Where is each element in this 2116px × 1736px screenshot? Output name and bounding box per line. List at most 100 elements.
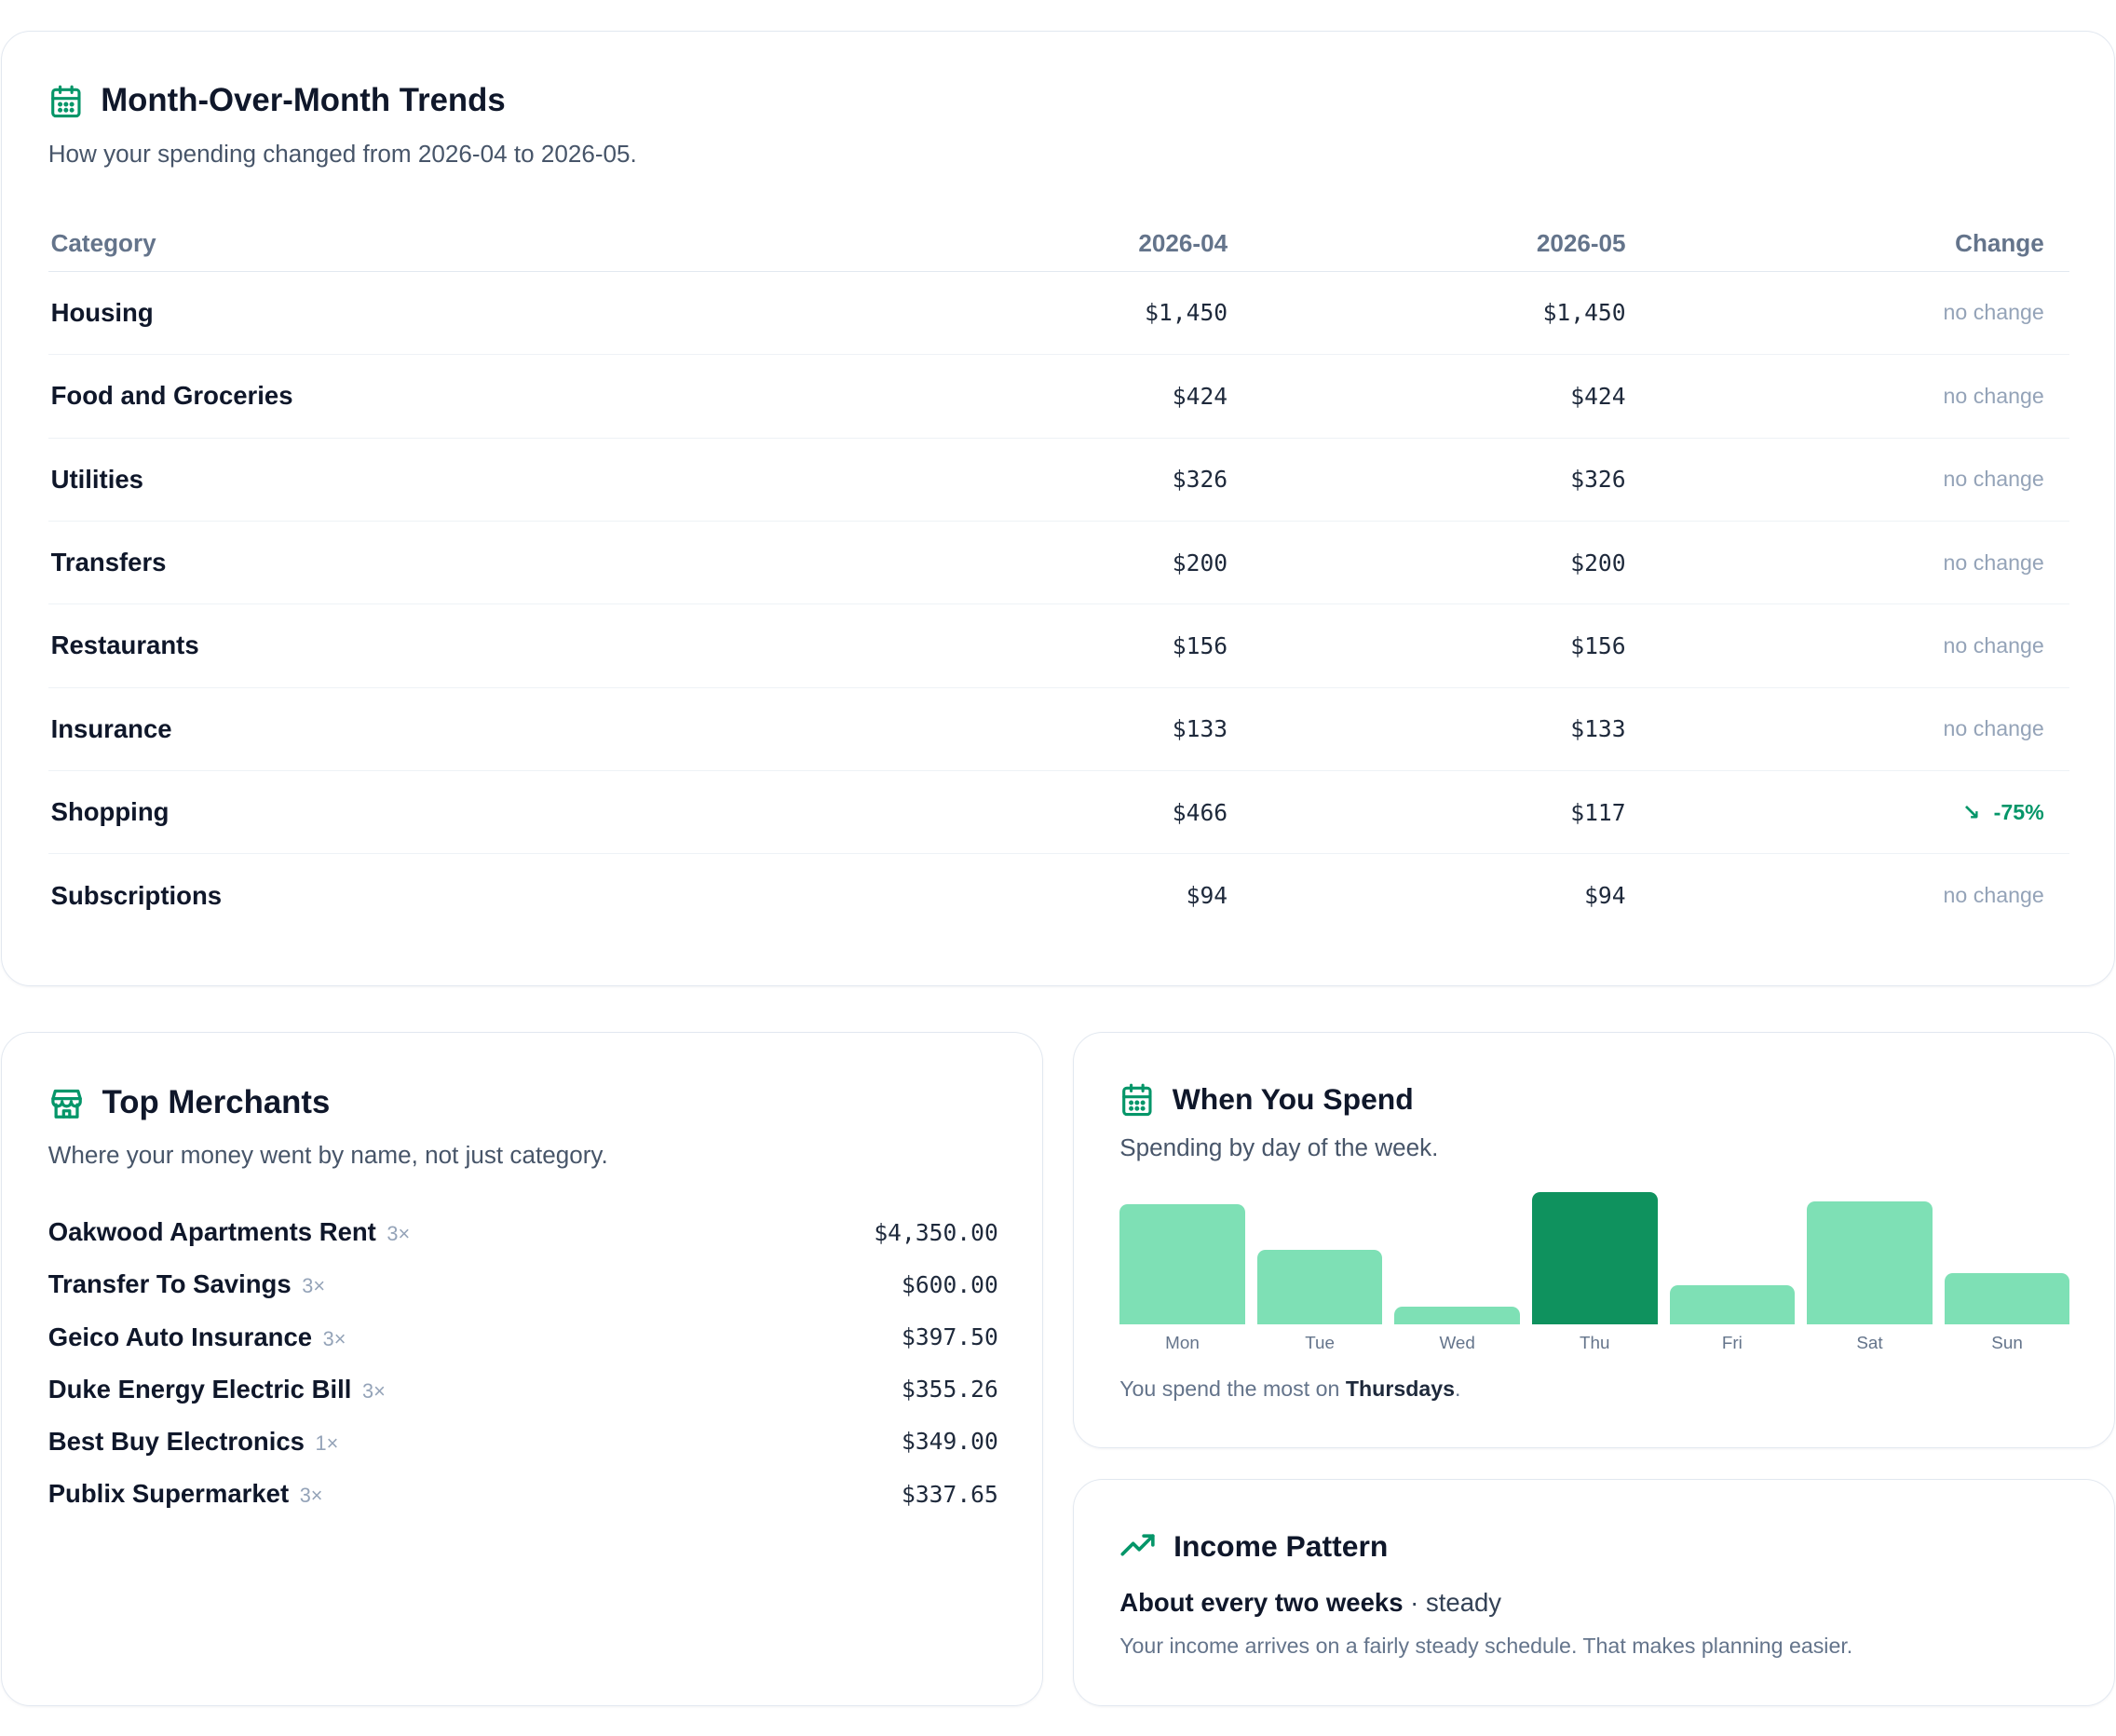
merchant-amount: $349.00 (902, 1428, 998, 1456)
tick-label: Sat (1856, 1333, 1883, 1353)
income-frequency: About every two weeks (1119, 1588, 1404, 1617)
list-item: Duke Energy Electric Bill 3× $355.26 (48, 1363, 998, 1416)
month-1-amount: $1,450 (1145, 299, 1228, 327)
merchant-count: 3× (362, 1378, 386, 1403)
month-2-amount: $424 (1570, 382, 1626, 410)
trends-card: Month-Over-Month Trends How your spendin… (1, 31, 2115, 987)
column-header-change: Change (1955, 229, 2044, 258)
merchant-amount: $337.65 (902, 1480, 998, 1508)
trends-title-row: Month-Over-Month Trends (48, 83, 506, 119)
list-item: Geico Auto Insurance 3× $397.50 (48, 1310, 998, 1363)
change-cell: no change (1943, 383, 2044, 408)
when-spend-note-prefix: You spend the most on (1119, 1376, 1346, 1401)
month-1-amount: $156 (1172, 631, 1228, 659)
trends-table-body: Housing $1,450 $1,450 no change Food and Gro… (47, 272, 2070, 937)
when-spend-title-row: When You Spend (1119, 1082, 1414, 1118)
merchant-amount: $600.00 (902, 1270, 998, 1298)
table-row: Insurance $133 $133 no change (47, 688, 2070, 772)
month-2-amount: $117 (1570, 798, 1626, 826)
merchants-title-row: Top Merchants (48, 1085, 330, 1121)
merchant-list: Oakwood Apartments Rent 3× $4,350.00 Transf… (48, 1206, 998, 1520)
list-item: Best Buy Electronics 1× $349.00 (48, 1416, 998, 1468)
bar-column (1394, 1190, 1520, 1325)
bar-mon (1119, 1204, 1245, 1325)
trending-up-icon (1119, 1528, 1156, 1565)
bar-column (1119, 1190, 1245, 1325)
change-cell: no change (1943, 467, 2044, 492)
month-2-amount: $200 (1570, 549, 1626, 576)
tick-label: Tue (1305, 1333, 1335, 1353)
merchant-amount: $4,350.00 (874, 1218, 998, 1246)
merchant-name-group: Best Buy Electronics 1× (48, 1427, 339, 1457)
day-of-week-labels: Mon Tue Wed Thu Fri Sat Sun (1119, 1333, 2069, 1353)
bar-column (1532, 1190, 1658, 1325)
merchants-card: Top Merchants Where your money went by n… (1, 1032, 1044, 1706)
arrow-down-right-icon: ↘ (1961, 799, 1981, 824)
list-item: Oakwood Apartments Rent 3× $4,350.00 (48, 1206, 998, 1258)
month-1-amount: $94 (1186, 882, 1228, 910)
change-cell: no change (1943, 300, 2044, 325)
table-row: Food and Groceries $424 $424 no change (47, 355, 2070, 439)
bar-column (1669, 1190, 1796, 1325)
table-row: Housing $1,450 $1,450 no change (47, 272, 2070, 356)
income-title: Income Pattern (1173, 1529, 1389, 1564)
merchant-count: 3× (299, 1484, 323, 1508)
merchant-name-group: Publix Supermarket 3× (48, 1479, 323, 1509)
month-2-amount: $1,450 (1542, 299, 1626, 327)
list-item: Transfer To Savings 3× $600.00 (48, 1258, 998, 1310)
table-row: Transfers $200 $200 no change (47, 522, 2070, 605)
merchant-name: Duke Energy Electric Bill (47, 1374, 352, 1404)
bar-fri (1669, 1284, 1796, 1325)
merchant-name: Oakwood Apartments Rent (47, 1217, 376, 1247)
category-cell: Shopping (50, 797, 170, 827)
column-header-category: Category (50, 229, 156, 258)
tick-label: Wed (1439, 1333, 1475, 1353)
month-1-amount: $466 (1172, 798, 1228, 826)
day-of-week-bar-chart (1119, 1190, 2070, 1325)
category-cell: Utilities (50, 464, 143, 494)
column-header-month-2: 2026-05 (1536, 229, 1626, 258)
change-cell: ↘ -75% (1626, 800, 2044, 825)
bar-sat (1807, 1201, 1933, 1325)
income-stability: steady (1425, 1588, 1502, 1617)
category-cell: Food and Groceries (50, 381, 293, 411)
bar-column (1256, 1190, 1383, 1325)
list-item: Publix Supermarket 3× $337.65 (48, 1468, 998, 1520)
merchant-name: Best Buy Electronics (47, 1426, 305, 1456)
merchant-name: Publix Supermarket (47, 1479, 290, 1509)
table-row: Subscriptions $94 $94 no change (48, 854, 2070, 936)
bar-thu (1532, 1192, 1658, 1325)
change-cell: no change (1943, 632, 2044, 658)
change-value: -75% (1993, 799, 2044, 824)
merchant-name-group: Transfer To Savings 3× (48, 1269, 325, 1299)
income-pattern-card: Income Pattern About every two weeks · s… (1072, 1479, 2115, 1706)
trends-table-header: Category 2026-04 2026-05 Change (47, 217, 2070, 272)
table-row: Restaurants $156 $156 no change (47, 604, 2070, 688)
tick-label: Fri (1721, 1333, 1743, 1353)
change-cell: no change (1943, 716, 2044, 741)
merchant-name-group: Geico Auto Insurance 3× (48, 1322, 346, 1352)
bar-sun (1944, 1273, 2070, 1325)
tick-label: Thu (1580, 1333, 1610, 1353)
table-row: Shopping $466 $117 ↘ -75% (47, 771, 2070, 855)
merchant-count: 3× (387, 1222, 411, 1246)
merchant-count: 3× (302, 1274, 326, 1298)
table-row: Utilities $326 $326 no change (47, 439, 2070, 522)
merchants-subtitle: Where your money went by name, not just … (47, 1141, 608, 1170)
income-frequency-line: About every two weeks · steady (1119, 1588, 1501, 1618)
merchant-name-group: Duke Energy Electric Bill 3× (48, 1375, 386, 1404)
when-spend-title: When You Spend (1172, 1081, 1414, 1116)
trends-title: Month-Over-Month Trends (101, 83, 506, 119)
month-1-amount: $326 (1172, 466, 1228, 494)
category-cell: Insurance (50, 713, 172, 743)
month-1-amount: $133 (1172, 715, 1228, 743)
calendar-icon (48, 84, 84, 119)
merchant-name-group: Oakwood Apartments Rent 3× (48, 1217, 410, 1247)
peak-day: Thursdays (1345, 1376, 1456, 1401)
column-header-month-1: 2026-04 (1138, 229, 1228, 258)
month-2-amount: $94 (1584, 882, 1626, 910)
category-cell: Subscriptions (50, 880, 223, 910)
month-2-amount: $133 (1570, 715, 1626, 743)
category-cell: Transfers (50, 548, 167, 577)
